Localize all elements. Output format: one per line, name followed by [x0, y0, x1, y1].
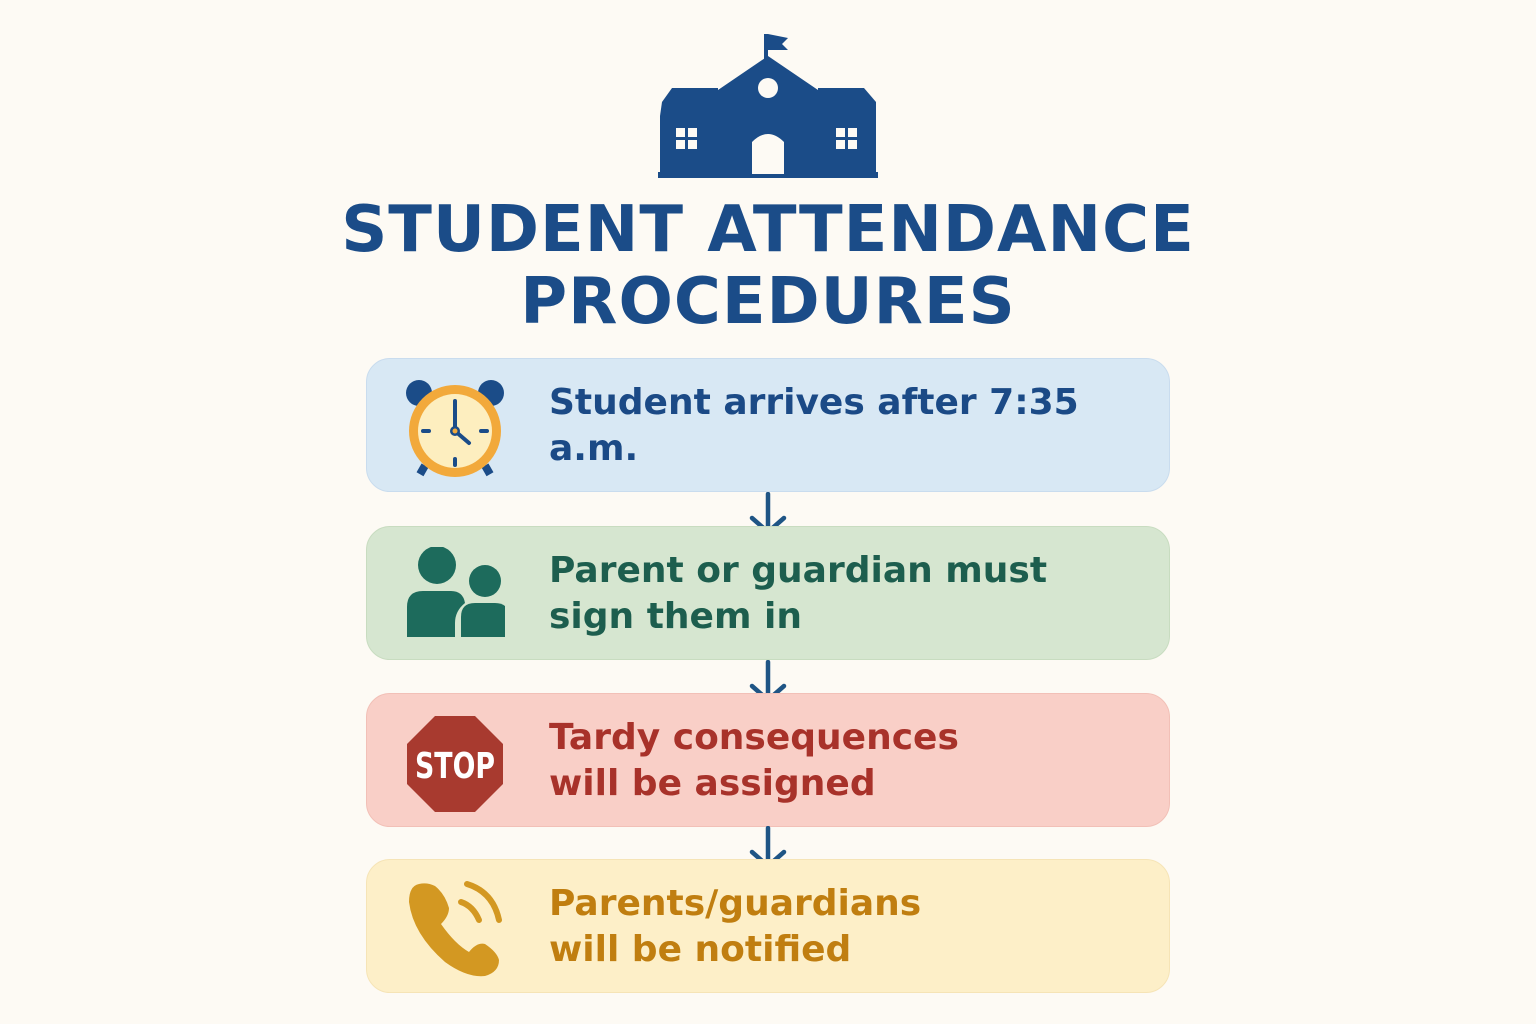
step-label: Student arrives after 7:35 a.m.: [549, 382, 1079, 469]
stop-sign-text: STOP: [415, 746, 495, 787]
step-parents-notified: Parents/guardians will be notified: [366, 859, 1170, 993]
step-label: Parent or guardian must sign them in: [549, 550, 1048, 637]
phone-icon: [409, 881, 502, 977]
step-tardy-consequences: STOP Tardy consequences will be assigned: [366, 693, 1170, 827]
step-late-arrival: Student arrives after 7:35 a.m.: [366, 358, 1170, 492]
step-label: Parents/guardians will be notified: [549, 883, 922, 970]
step-label: Tardy consequences will be assigned: [549, 717, 959, 804]
people-icon: [407, 547, 505, 637]
stop-sign-icon: STOP: [407, 716, 503, 812]
school-icon: [658, 34, 878, 178]
alarm-clock-icon: [406, 380, 504, 477]
step-parent-sign-in: Parent or guardian must sign them in: [366, 526, 1170, 660]
page-title-line-1: STUDENT ATTENDANCE: [341, 193, 1195, 267]
page-title-line-2: PROCEDURES: [520, 265, 1016, 339]
